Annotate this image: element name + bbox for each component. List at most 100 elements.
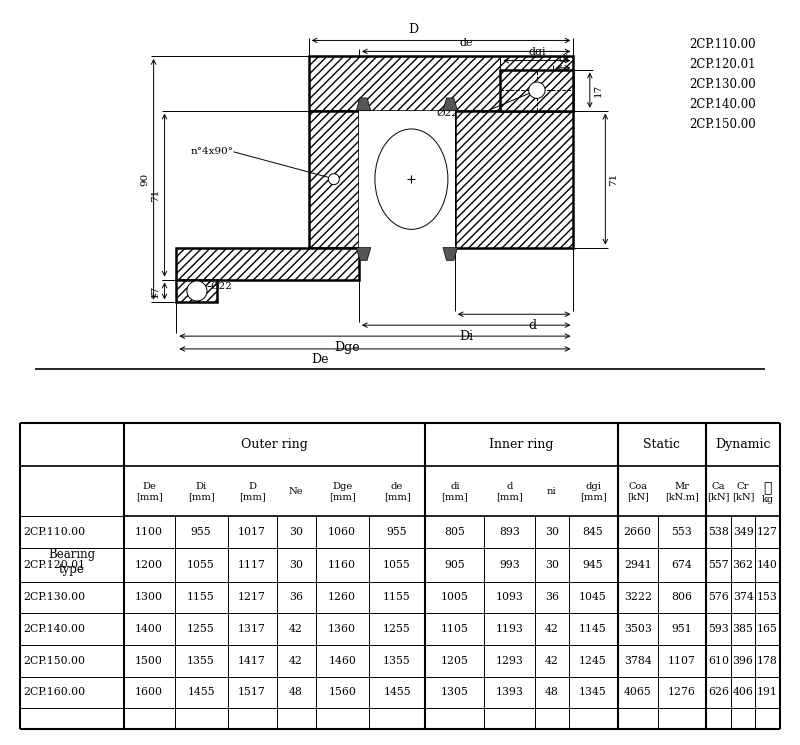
Text: 2CP.120.01: 2CP.120.01 <box>24 559 86 570</box>
Text: Di
[mm]: Di [mm] <box>188 481 214 501</box>
Text: 374: 374 <box>733 592 754 603</box>
Text: 1145: 1145 <box>579 624 607 634</box>
Ellipse shape <box>375 129 448 229</box>
Text: 2CP.150.00: 2CP.150.00 <box>689 118 756 131</box>
Text: 1360: 1360 <box>328 624 356 634</box>
Text: 1160: 1160 <box>328 559 356 570</box>
Text: 1155: 1155 <box>187 592 215 603</box>
Text: 1255: 1255 <box>383 624 411 634</box>
Text: dgi: dgi <box>528 47 546 57</box>
Text: 30: 30 <box>289 527 303 537</box>
Text: D: D <box>409 23 418 36</box>
Text: 1255: 1255 <box>187 624 215 634</box>
Text: 30: 30 <box>289 559 303 570</box>
Text: 362: 362 <box>733 559 754 570</box>
Text: 2CP.140.00: 2CP.140.00 <box>24 624 86 634</box>
Text: 1317: 1317 <box>238 624 266 634</box>
Text: Cr
[kN]: Cr [kN] <box>732 481 754 501</box>
Text: 951: 951 <box>671 624 692 634</box>
Text: 1200: 1200 <box>135 559 163 570</box>
Text: 127: 127 <box>757 527 778 537</box>
Text: 349: 349 <box>733 527 754 537</box>
Text: 955: 955 <box>386 527 407 537</box>
Text: 1107: 1107 <box>668 656 696 666</box>
Text: 153: 153 <box>757 592 778 603</box>
Text: 2CP.160.00: 2CP.160.00 <box>24 688 86 697</box>
Text: 36: 36 <box>289 592 303 603</box>
Text: 557: 557 <box>708 559 729 570</box>
Text: 2CP.110.00: 2CP.110.00 <box>690 37 756 51</box>
Text: 30: 30 <box>545 527 559 537</box>
Text: 36: 36 <box>545 592 559 603</box>
Text: d: d <box>528 319 536 332</box>
Text: 2660: 2660 <box>624 527 652 537</box>
Text: 553: 553 <box>671 527 692 537</box>
Text: 17: 17 <box>594 83 602 97</box>
Text: 1055: 1055 <box>383 559 411 570</box>
Text: Mr
[kN.m]: Mr [kN.m] <box>665 481 698 501</box>
Text: 1417: 1417 <box>238 656 266 666</box>
Text: 1017: 1017 <box>238 527 266 537</box>
Polygon shape <box>356 247 370 261</box>
Text: 1560: 1560 <box>328 688 356 697</box>
Text: 17: 17 <box>151 285 160 297</box>
Text: De
[mm]: De [mm] <box>136 481 162 501</box>
Text: 1355: 1355 <box>383 656 411 666</box>
Text: 3503: 3503 <box>624 624 651 634</box>
Text: 2CP.130.00: 2CP.130.00 <box>24 592 86 603</box>
Text: de: de <box>459 38 473 48</box>
Text: 845: 845 <box>582 527 603 537</box>
Polygon shape <box>443 247 458 261</box>
Text: 1193: 1193 <box>496 624 524 634</box>
Text: Ne: Ne <box>289 486 303 495</box>
Bar <box>359 111 454 247</box>
Text: Coa
[kN]: Coa [kN] <box>626 481 649 501</box>
Polygon shape <box>356 98 370 111</box>
Text: Dynamic: Dynamic <box>715 438 770 451</box>
Text: 1455: 1455 <box>187 688 215 697</box>
Text: 945: 945 <box>582 559 603 570</box>
Text: d
[mm]: d [mm] <box>496 481 523 501</box>
Text: 2CP.130.00: 2CP.130.00 <box>689 77 756 91</box>
Bar <box>309 56 574 111</box>
Text: 955: 955 <box>190 527 211 537</box>
Text: 42: 42 <box>289 624 303 634</box>
Text: 3222: 3222 <box>624 592 652 603</box>
Text: Outer ring: Outer ring <box>241 438 308 451</box>
Circle shape <box>328 174 339 185</box>
Text: 90: 90 <box>140 173 149 186</box>
Text: 385: 385 <box>733 624 754 634</box>
Text: Di: Di <box>459 330 474 343</box>
Text: 1305: 1305 <box>441 688 469 697</box>
Text: ni: ni <box>547 486 557 495</box>
Text: Bearing
type: Bearing type <box>48 548 95 577</box>
Text: 1205: 1205 <box>441 656 469 666</box>
Text: 1155: 1155 <box>383 592 411 603</box>
Text: 1105: 1105 <box>441 624 469 634</box>
Text: 191: 191 <box>757 688 778 697</box>
Text: 71: 71 <box>609 173 618 186</box>
Text: 2CP.110.00: 2CP.110.00 <box>24 527 86 537</box>
Text: Static: Static <box>643 438 680 451</box>
Text: 805: 805 <box>445 527 466 537</box>
Polygon shape <box>443 98 458 111</box>
Text: 593: 593 <box>708 624 729 634</box>
Bar <box>500 69 574 111</box>
Text: 2CP.120.01: 2CP.120.01 <box>690 57 756 71</box>
Text: 1093: 1093 <box>496 592 524 603</box>
Text: Ⓚ: Ⓚ <box>763 481 772 495</box>
Text: 30: 30 <box>545 559 559 570</box>
Text: 1600: 1600 <box>135 688 163 697</box>
Text: Ca
[kN]: Ca [kN] <box>707 481 730 501</box>
Text: 1293: 1293 <box>496 656 524 666</box>
Text: kg: kg <box>762 495 774 504</box>
Text: Ø22: Ø22 <box>210 282 233 291</box>
Text: 1055: 1055 <box>187 559 215 570</box>
Text: 1400: 1400 <box>135 624 163 634</box>
Text: 3784: 3784 <box>624 656 651 666</box>
Text: Dge
[mm]: Dge [mm] <box>329 481 355 501</box>
Text: 1460: 1460 <box>328 656 356 666</box>
Circle shape <box>529 82 545 98</box>
Text: 1245: 1245 <box>579 656 607 666</box>
Text: 1100: 1100 <box>135 527 163 537</box>
